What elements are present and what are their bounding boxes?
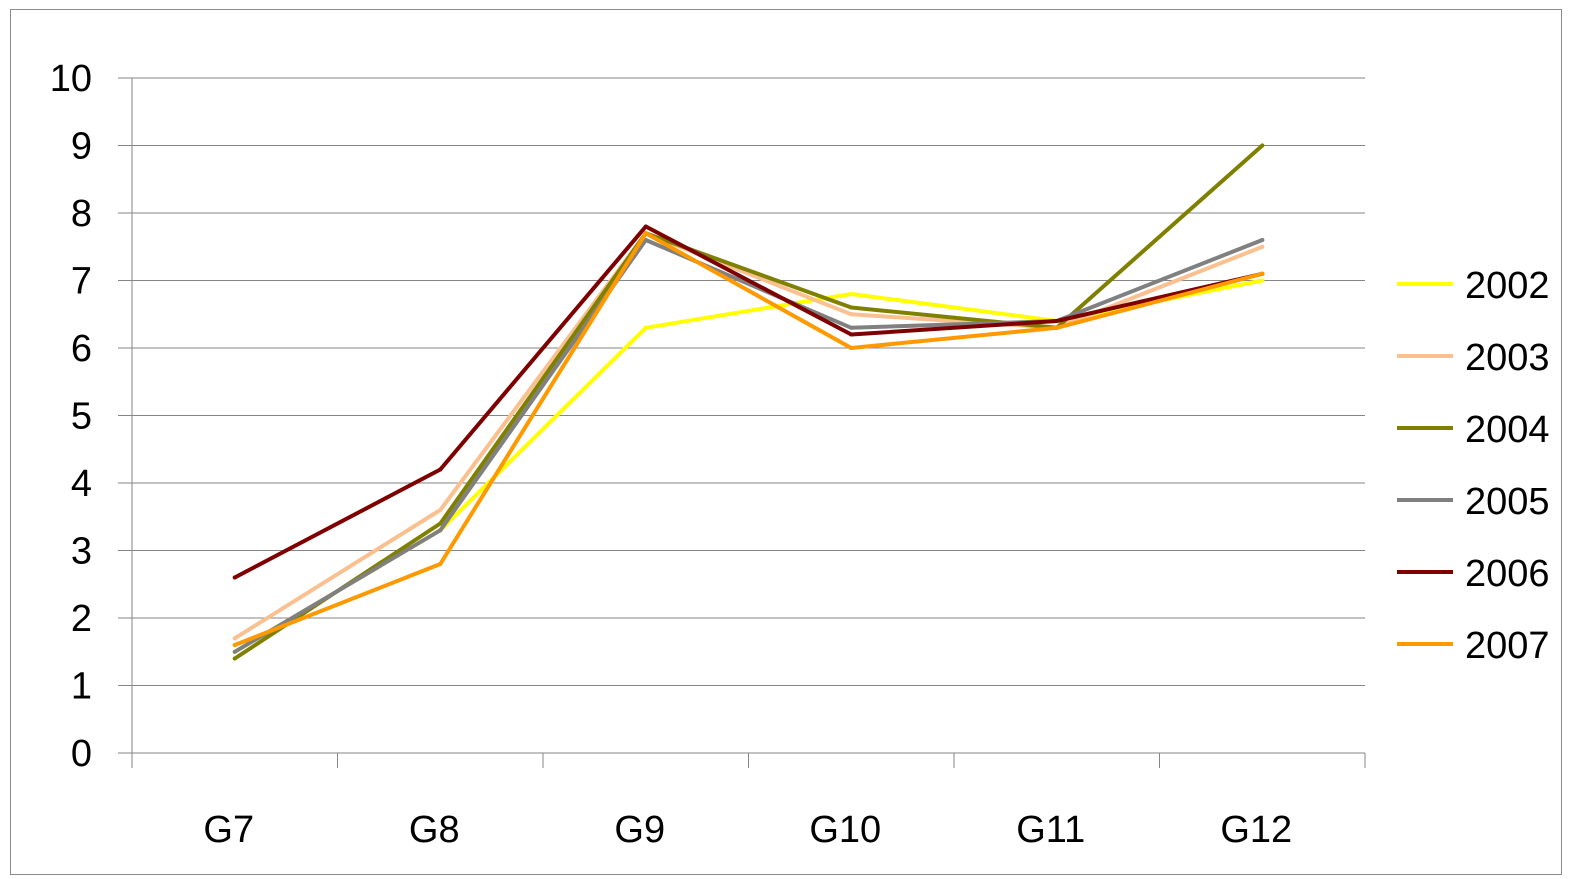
legend-entry: 2006 [1397, 553, 1550, 595]
legend-label: 2006 [1465, 553, 1550, 595]
data-point [438, 521, 443, 526]
y-tick-label: 3 [71, 531, 92, 573]
data-point [1054, 319, 1059, 323]
data-point [849, 312, 854, 317]
data-point [438, 467, 443, 472]
y-tick-label: 9 [71, 126, 92, 168]
x-tick-label: G11 [1016, 809, 1085, 851]
data-point [849, 292, 854, 296]
x-tick-label: G8 [409, 809, 460, 851]
data-point [1260, 278, 1265, 283]
data-point [643, 325, 648, 330]
y-tick-label: 1 [71, 666, 92, 708]
data-point [232, 649, 237, 654]
series-line-2007 [232, 231, 1265, 647]
x-tick-label: G10 [809, 809, 881, 851]
data-point [1260, 143, 1265, 148]
legend-entry: 2002 [1397, 265, 1550, 307]
legend-label: 2003 [1465, 337, 1550, 379]
data-point [643, 224, 648, 229]
legend-entry: 2004 [1397, 409, 1550, 451]
y-tick-label: 7 [71, 261, 92, 303]
legend-entry: 2007 [1397, 625, 1550, 667]
x-tick-label: G7 [203, 809, 254, 851]
y-tick-label: 10 [50, 58, 92, 100]
legend: 2002 2003 2004 2005 2006 2007 [1397, 265, 1550, 667]
data-point [643, 231, 648, 236]
data-point [232, 643, 237, 647]
data-point [438, 528, 443, 533]
data-point [1054, 325, 1059, 330]
y-tick-label: 2 [71, 598, 92, 640]
gridlines [132, 77, 1365, 686]
axes [118, 77, 1366, 768]
legend-label: 2005 [1465, 481, 1550, 523]
x-tick-label: G12 [1220, 809, 1292, 851]
legend-label: 2004 [1465, 409, 1550, 451]
data-point [438, 508, 443, 512]
series-line-2003 [232, 231, 1265, 641]
data-point [643, 238, 648, 242]
legend-entry: 2003 [1397, 337, 1550, 379]
data-point [1260, 271, 1265, 276]
y-tick-label: 8 [71, 193, 92, 235]
series-line-2005 [232, 238, 1265, 654]
data-point [849, 305, 854, 310]
data-point [849, 332, 854, 337]
data-point [1260, 244, 1265, 249]
series-line-2004 [232, 143, 1265, 661]
legend-entry: 2005 [1397, 481, 1550, 523]
y-tick-labels: 0 1 2 3 4 5 6 7 8 9 10 [50, 58, 92, 775]
y-tick-label: 6 [71, 328, 92, 370]
data-point [1260, 238, 1265, 242]
data-point [232, 575, 237, 580]
data-point [849, 325, 854, 330]
y-tick-label: 0 [71, 733, 92, 775]
y-tick-label: 4 [71, 463, 92, 505]
series-line-2006 [232, 224, 1265, 580]
data-point [849, 346, 854, 350]
chart-frame [10, 9, 1562, 875]
data-point [438, 562, 443, 566]
legend-label: 2002 [1465, 265, 1550, 307]
data-point [232, 656, 237, 661]
series-lines [232, 143, 1265, 661]
data-point [232, 636, 237, 641]
x-tick-labels: G7 G8 G9 G10 G11 G12 [203, 809, 1292, 851]
x-tick-label: G9 [614, 809, 665, 851]
series-line-2002 [232, 278, 1265, 654]
legend-label: 2007 [1465, 625, 1550, 667]
y-tick-label: 5 [71, 396, 92, 438]
